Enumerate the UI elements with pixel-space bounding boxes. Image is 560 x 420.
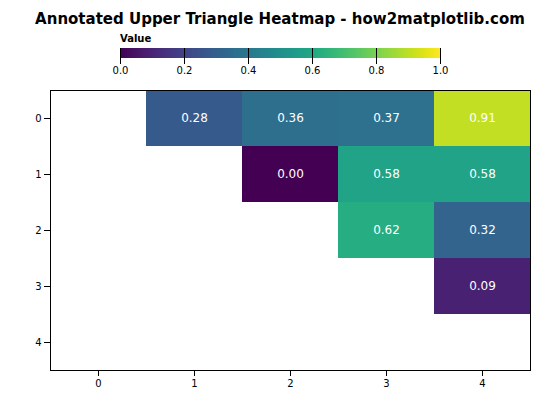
svg-text:1.0: 1.0 — [433, 65, 449, 76]
svg-text:4: 4 — [479, 378, 485, 389]
svg-text:0.36: 0.36 — [277, 111, 304, 125]
svg-text:Value: Value — [120, 33, 151, 44]
svg-text:0.91: 0.91 — [469, 111, 496, 125]
svg-text:0: 0 — [35, 113, 41, 124]
svg-text:0.8: 0.8 — [369, 65, 385, 76]
svg-text:0.58: 0.58 — [373, 167, 400, 181]
svg-text:4: 4 — [35, 337, 41, 348]
svg-text:0.37: 0.37 — [373, 111, 400, 125]
svg-text:0: 0 — [95, 378, 101, 389]
svg-text:0.4: 0.4 — [241, 65, 257, 76]
svg-text:3: 3 — [35, 281, 41, 292]
svg-text:2: 2 — [287, 378, 293, 389]
svg-text:0.00: 0.00 — [277, 167, 304, 181]
svg-text:3: 3 — [383, 378, 389, 389]
svg-text:0.62: 0.62 — [373, 223, 400, 237]
svg-text:0.58: 0.58 — [469, 167, 496, 181]
html-text:Annotated Upper Triangle Heatm: Annotated Upper Triangle Heatmap - how2m… — [35, 10, 525, 28]
svg-text:0.09: 0.09 — [469, 279, 496, 293]
svg-text:0.6: 0.6 — [305, 65, 321, 76]
svg-text:0.32: 0.32 — [469, 223, 496, 237]
svg-text:0.2: 0.2 — [177, 65, 193, 76]
svg-text:0.28: 0.28 — [181, 111, 208, 125]
svg-text:1: 1 — [35, 169, 41, 180]
svg-text:1: 1 — [191, 378, 197, 389]
svg-text:2: 2 — [35, 225, 41, 236]
svg-text:0.0: 0.0 — [113, 65, 129, 76]
